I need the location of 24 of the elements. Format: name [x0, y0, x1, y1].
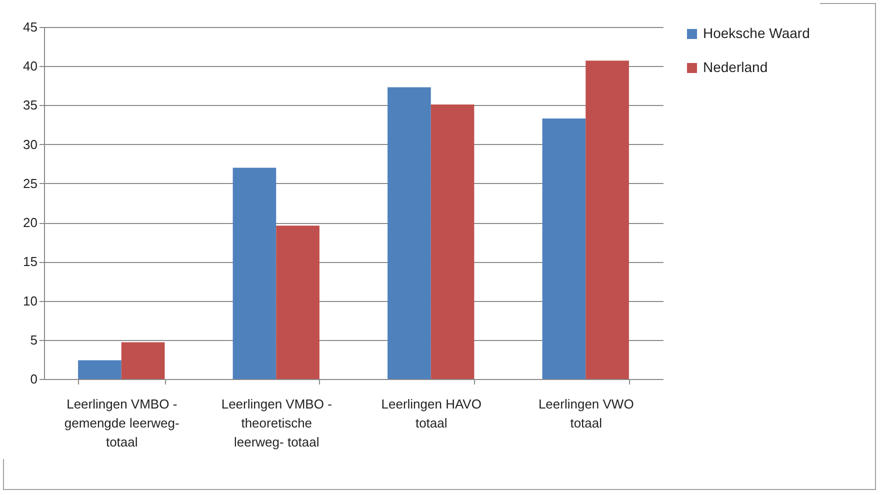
- y-tick-label: 45: [23, 20, 38, 34]
- y-tick-label: 15: [23, 254, 38, 270]
- y-tick-label: 20: [23, 215, 38, 230]
- x-tick-label: Leerlingen VMBO - gemengde leerweg- totaal: [64, 396, 180, 450]
- x-tick-label: Leerlingen VMBO - theoretische leerweg- totaal: [221, 396, 332, 450]
- legend-label: Hoeksche Waard: [703, 25, 810, 41]
- y-tick-label: 10: [23, 293, 38, 308]
- y-tick-label: 35: [23, 98, 38, 113]
- bar: [586, 60, 629, 379]
- bar: [276, 226, 320, 379]
- bar: [388, 87, 431, 379]
- bar: [430, 104, 474, 379]
- y-tick-label: 5: [30, 332, 38, 348]
- y-tick-label: 25: [23, 176, 38, 191]
- x-tick-label: Leerlingen VWO totaal: [538, 396, 634, 430]
- legend-label: Nederland: [703, 59, 768, 75]
- bar: [232, 168, 276, 379]
- bar: [542, 118, 586, 379]
- bar: [78, 360, 122, 379]
- y-tick-label: 40: [23, 58, 38, 74]
- y-tick-label: 0: [30, 372, 38, 386]
- y-tick-label: 30: [23, 136, 38, 152]
- x-tick-label: Leerlingen HAVO totaal: [381, 396, 482, 430]
- bar: [121, 342, 165, 379]
